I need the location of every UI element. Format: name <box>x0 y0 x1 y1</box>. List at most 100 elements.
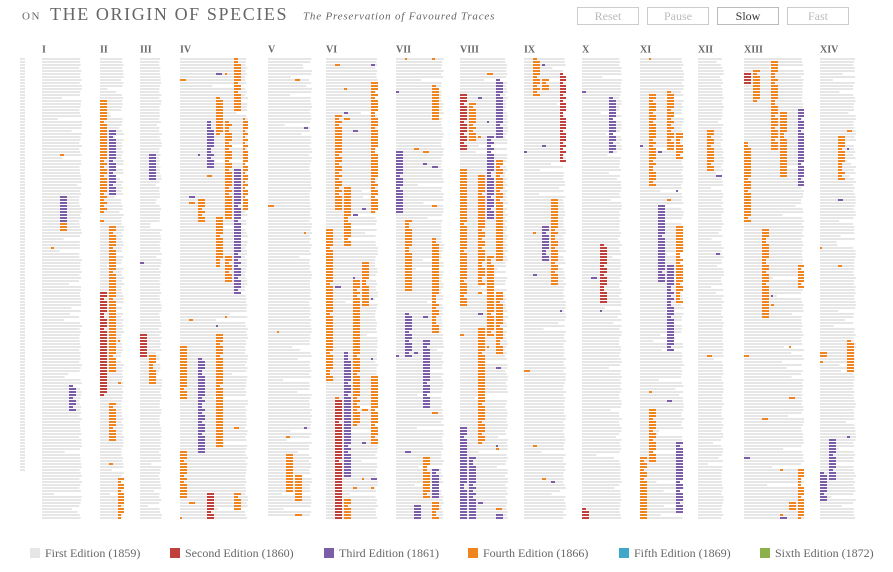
revision-mark <box>198 418 205 420</box>
revision-mark <box>847 148 849 150</box>
revision-mark <box>609 127 616 129</box>
revision-mark <box>676 454 683 456</box>
revision-mark <box>838 139 845 141</box>
revision-mark <box>286 469 293 471</box>
revision-mark <box>225 133 232 135</box>
revision-mark <box>326 370 330 372</box>
revision-mark <box>496 346 503 348</box>
text-line <box>180 205 247 207</box>
revision-mark <box>676 487 683 489</box>
text-line <box>268 445 310 447</box>
text-line <box>396 439 442 441</box>
revision-mark <box>423 388 430 390</box>
revision-mark <box>140 346 147 348</box>
text-line <box>140 385 162 387</box>
revision-mark <box>676 508 683 510</box>
text-line <box>582 169 621 171</box>
text-line <box>640 490 664 492</box>
text-line <box>268 142 312 144</box>
text-line <box>744 67 770 69</box>
revision-mark <box>649 178 656 180</box>
revision-mark <box>460 148 467 150</box>
revision-mark <box>362 286 369 288</box>
text-line <box>140 94 162 96</box>
revision-mark <box>487 181 494 183</box>
revision-mark <box>469 496 473 498</box>
text-line <box>820 238 855 240</box>
revision-mark <box>432 322 436 324</box>
revision-mark <box>414 508 421 510</box>
text-line <box>326 289 377 291</box>
revision-mark <box>326 253 333 255</box>
revision-mark <box>798 478 801 480</box>
text-line <box>820 127 855 129</box>
text-line <box>396 406 442 408</box>
revision-mark <box>780 166 787 168</box>
revision-mark <box>542 259 549 261</box>
text-line <box>582 154 608 156</box>
text-line <box>180 157 247 159</box>
text-line <box>100 103 123 105</box>
revision-mark <box>753 94 760 96</box>
revision-mark <box>460 205 467 207</box>
revision-mark <box>496 199 500 201</box>
revision-mark <box>432 85 436 87</box>
text-line <box>42 250 60 252</box>
revision-mark <box>198 154 200 156</box>
revision-mark <box>676 493 683 495</box>
text-line <box>640 463 683 465</box>
revision-mark <box>798 481 801 483</box>
text-line <box>20 130 25 132</box>
text-line <box>460 70 507 72</box>
revision-mark <box>149 163 156 165</box>
text-line <box>820 247 854 249</box>
revision-mark <box>326 232 333 234</box>
revision-mark <box>100 157 107 159</box>
text-line <box>100 265 108 267</box>
revision-mark <box>667 307 674 309</box>
revision-mark <box>478 424 485 426</box>
control-button[interactable]: Slow <box>717 7 779 25</box>
revision-mark <box>609 148 616 150</box>
revision-mark <box>798 124 804 126</box>
text-line <box>20 100 25 102</box>
text-line <box>698 229 722 231</box>
text-line <box>326 106 378 108</box>
revision-mark <box>286 484 293 486</box>
revision-mark <box>478 379 485 381</box>
revision-mark <box>371 145 378 147</box>
revision-mark <box>353 310 360 312</box>
revision-mark <box>478 247 482 249</box>
control-button[interactable]: Reset <box>577 7 639 25</box>
text-line <box>20 184 25 186</box>
revision-mark <box>216 424 223 426</box>
revision-mark <box>551 262 555 264</box>
revision-mark <box>676 496 683 498</box>
revision-mark <box>335 409 342 411</box>
text-line <box>524 322 559 324</box>
text-line <box>744 265 804 267</box>
text-line <box>582 364 621 366</box>
text-line <box>582 424 620 426</box>
revision-mark <box>460 451 467 453</box>
text-line <box>744 163 803 165</box>
text-line <box>698 277 722 279</box>
text-line <box>820 97 855 99</box>
revision-mark <box>744 196 751 198</box>
text-line <box>396 262 444 264</box>
revision-mark <box>762 280 769 282</box>
text-line <box>698 268 723 270</box>
control-button[interactable]: Fast <box>787 7 849 25</box>
control-button[interactable]: Pause <box>647 7 709 25</box>
text-line <box>582 226 620 228</box>
text-line <box>582 229 620 231</box>
text-line <box>582 79 622 81</box>
text-line <box>524 112 563 114</box>
revision-mark <box>353 325 360 327</box>
revision-mark <box>109 334 116 336</box>
revision-mark <box>286 463 293 465</box>
revision-mark <box>762 274 769 276</box>
revision-mark <box>225 124 232 126</box>
text-line <box>180 508 219 510</box>
